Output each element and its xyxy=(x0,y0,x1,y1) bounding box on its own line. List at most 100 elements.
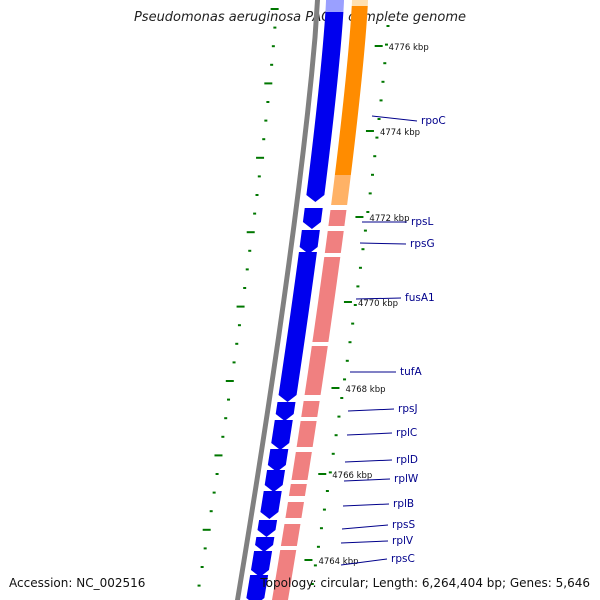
gene-block xyxy=(278,252,317,395)
tick-mark xyxy=(383,62,387,65)
gene-label-rplW[interactable]: rplW xyxy=(394,473,419,485)
gene-leader-line xyxy=(371,115,418,122)
gene-block xyxy=(324,231,344,253)
ruler-label: 4774 kbp xyxy=(380,128,420,138)
gene-block xyxy=(250,551,273,570)
gene-block xyxy=(302,208,323,222)
gene-block xyxy=(246,575,269,598)
tick-mark xyxy=(340,397,344,399)
gene-block xyxy=(285,502,304,518)
gene-block xyxy=(301,401,320,417)
tick-mark xyxy=(257,175,261,178)
tick-mark xyxy=(243,287,247,289)
gene-block xyxy=(275,402,296,414)
tick-mark xyxy=(215,473,219,475)
tick-mark xyxy=(310,583,314,585)
tick-mark xyxy=(273,26,277,29)
ruler-label: 4766 kbp xyxy=(332,471,372,481)
gene-block xyxy=(325,0,344,12)
gene-label-fusA1[interactable]: fusA1 xyxy=(405,292,435,304)
tick-mark xyxy=(334,434,338,437)
tick-mark xyxy=(212,491,216,494)
tick-mark xyxy=(203,547,207,550)
tick-mark xyxy=(373,155,377,158)
gene-block xyxy=(299,230,320,247)
tick-mark xyxy=(262,138,266,141)
gene-arrowhead xyxy=(257,530,276,537)
tick-mark xyxy=(266,101,270,103)
gene-block xyxy=(296,421,317,447)
ruler-tick xyxy=(365,130,374,132)
accession-text: Accession: NC_002516 xyxy=(9,576,146,590)
gene-leader-line xyxy=(355,297,402,300)
tick-mark xyxy=(370,173,374,176)
reverse-strand-track xyxy=(272,0,368,600)
tick-mark xyxy=(227,398,231,401)
gene-block xyxy=(328,210,347,226)
tick-mark xyxy=(200,566,204,568)
gene-label-rpsS[interactable]: rpsS xyxy=(392,519,415,531)
gene-block xyxy=(288,484,307,496)
tick-mark xyxy=(331,452,335,455)
gene-label-rpsJ[interactable]: rpsJ xyxy=(398,403,418,415)
gene-label-rpsL[interactable]: rpsL xyxy=(411,216,433,228)
tick-mark xyxy=(319,527,323,530)
ruler-tick xyxy=(331,387,340,389)
gene-arrowhead xyxy=(255,545,274,552)
gc-tick-marks xyxy=(197,8,390,587)
gene-labels: rpoC rpsL rpsG fusA1 tufA rpsJ rplC rplD rplW rpl… xyxy=(340,115,446,566)
tick-mark xyxy=(348,341,352,344)
tick-mark xyxy=(368,192,372,195)
tick-mark xyxy=(361,248,365,251)
gene-block xyxy=(331,175,351,205)
gene-arrowhead xyxy=(250,570,269,577)
gene-label-tufA[interactable]: tufA xyxy=(400,366,422,378)
tick-mark xyxy=(270,8,279,10)
gene-label-rpsG[interactable]: rpsG xyxy=(410,238,435,250)
gene-label-rplV[interactable]: rplV xyxy=(392,535,414,547)
genome-summary-text: Topology: circular; Length: 6,264,404 bp… xyxy=(260,576,590,590)
tick-mark xyxy=(248,249,252,252)
tick-mark xyxy=(264,119,268,122)
tick-mark xyxy=(237,324,241,327)
gene-arrowhead xyxy=(271,443,290,450)
gene-label-rpoC[interactable]: rpoC xyxy=(421,115,446,127)
gene-leader-line xyxy=(340,558,388,566)
gene-label-rplB[interactable]: rplB xyxy=(393,498,414,510)
ruler-label: 4772 kbp xyxy=(369,214,409,224)
ruler-tick xyxy=(374,45,383,47)
tick-mark xyxy=(202,528,211,531)
gene-arrowhead xyxy=(302,222,321,229)
ruler-label: 4764 kbp xyxy=(318,557,358,567)
gene-leader-line xyxy=(347,408,395,412)
gene-block xyxy=(271,420,293,443)
gene-block xyxy=(272,550,297,600)
gene-leader-line xyxy=(359,242,407,245)
tick-mark xyxy=(232,361,236,364)
tick-mark xyxy=(322,508,326,511)
forward-strand-track xyxy=(246,0,344,600)
gene-label-rplD[interactable]: rplD xyxy=(396,454,418,466)
gene-block xyxy=(255,537,275,545)
tick-mark xyxy=(256,156,265,159)
gene-leader-line xyxy=(344,459,393,463)
ruler-tick xyxy=(304,559,313,561)
tick-mark xyxy=(270,63,274,66)
tick-mark xyxy=(375,136,379,139)
tick-mark xyxy=(386,25,390,27)
gene-arrowhead xyxy=(278,395,297,402)
tick-mark xyxy=(224,417,228,420)
tick-mark xyxy=(246,231,255,234)
tick-mark xyxy=(271,45,275,48)
gene-label-rpsC[interactable]: rpsC xyxy=(391,553,415,565)
tick-mark xyxy=(221,435,225,438)
tick-mark xyxy=(225,380,234,382)
ruler-tick xyxy=(318,473,327,475)
tick-mark xyxy=(351,322,355,325)
tick-mark xyxy=(377,118,381,120)
gene-leader-line xyxy=(343,478,391,482)
tick-mark xyxy=(328,471,332,474)
gene-label-rplC[interactable]: rplC xyxy=(396,427,417,439)
gene-block xyxy=(334,6,368,175)
